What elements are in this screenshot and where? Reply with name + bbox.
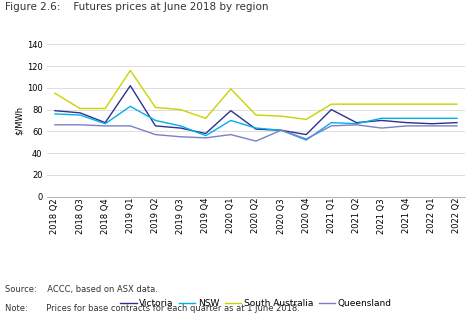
Victoria <box>429 122 435 126</box>
Victoria <box>354 121 359 125</box>
Victoria <box>203 132 209 135</box>
South Australia <box>77 107 83 110</box>
Queensland <box>379 126 384 130</box>
Queensland <box>228 133 234 137</box>
NSW <box>429 116 435 120</box>
Queensland <box>203 136 209 140</box>
NSW <box>52 112 58 116</box>
NSW <box>278 128 284 132</box>
Queensland <box>278 128 284 132</box>
Queensland <box>328 124 334 128</box>
Queensland <box>178 135 183 139</box>
South Australia <box>303 118 309 121</box>
Queensland <box>253 139 259 143</box>
NSW <box>102 122 108 126</box>
NSW <box>153 119 158 122</box>
NSW <box>228 119 234 122</box>
Line: NSW: NSW <box>55 106 457 140</box>
Queensland <box>102 124 108 128</box>
South Australia <box>52 91 58 95</box>
NSW <box>379 116 384 120</box>
Queensland <box>153 133 158 137</box>
South Australia <box>203 116 209 120</box>
NSW <box>253 126 259 130</box>
Queensland <box>404 124 410 128</box>
South Australia <box>354 102 359 106</box>
South Australia <box>253 113 259 117</box>
Text: Source:    ACCC, based on ASX data.: Source: ACCC, based on ASX data. <box>5 285 158 294</box>
Text: Note:       Prices for base contracts for each quarter as at 1 June 2018.: Note: Prices for base contracts for each… <box>5 304 300 313</box>
Queensland <box>454 124 460 128</box>
Line: South Australia: South Australia <box>55 70 457 120</box>
NSW <box>77 113 83 117</box>
NSW <box>404 116 410 120</box>
South Australia <box>102 107 108 110</box>
Victoria <box>228 109 234 113</box>
Victoria <box>454 121 460 125</box>
NSW <box>328 121 334 125</box>
South Australia <box>328 102 334 106</box>
Queensland <box>354 123 359 127</box>
South Australia <box>128 68 133 72</box>
South Australia <box>379 102 384 106</box>
South Australia <box>228 87 234 91</box>
South Australia <box>153 106 158 109</box>
Legend: Victoria, NSW, South Australia, Queensland: Victoria, NSW, South Australia, Queensla… <box>117 295 395 312</box>
Victoria <box>102 121 108 125</box>
Victoria <box>77 111 83 115</box>
Victoria <box>128 84 133 87</box>
Victoria <box>178 126 183 130</box>
Queensland <box>303 137 309 141</box>
NSW <box>303 138 309 142</box>
Victoria <box>379 119 384 122</box>
Queensland <box>128 124 133 128</box>
Victoria <box>278 128 284 132</box>
Victoria <box>303 133 309 137</box>
South Australia <box>278 114 284 118</box>
Victoria <box>153 124 158 128</box>
South Australia <box>404 102 410 106</box>
Victoria <box>253 127 259 131</box>
South Australia <box>429 102 435 106</box>
Queensland <box>77 123 83 127</box>
Text: Figure 2.6:    Futures prices at June 2018 by region: Figure 2.6: Futures prices at June 2018 … <box>5 2 268 12</box>
Queensland <box>429 124 435 128</box>
NSW <box>354 122 359 126</box>
Victoria <box>328 108 334 112</box>
Y-axis label: $/MWh: $/MWh <box>15 106 24 135</box>
NSW <box>128 104 133 108</box>
South Australia <box>178 108 183 112</box>
South Australia <box>454 102 460 106</box>
Victoria <box>52 109 58 113</box>
Victoria <box>404 121 410 125</box>
Line: Victoria: Victoria <box>55 86 457 135</box>
NSW <box>178 124 183 128</box>
NSW <box>454 116 460 120</box>
NSW <box>203 134 209 138</box>
Line: Queensland: Queensland <box>55 125 457 141</box>
Queensland <box>52 123 58 127</box>
